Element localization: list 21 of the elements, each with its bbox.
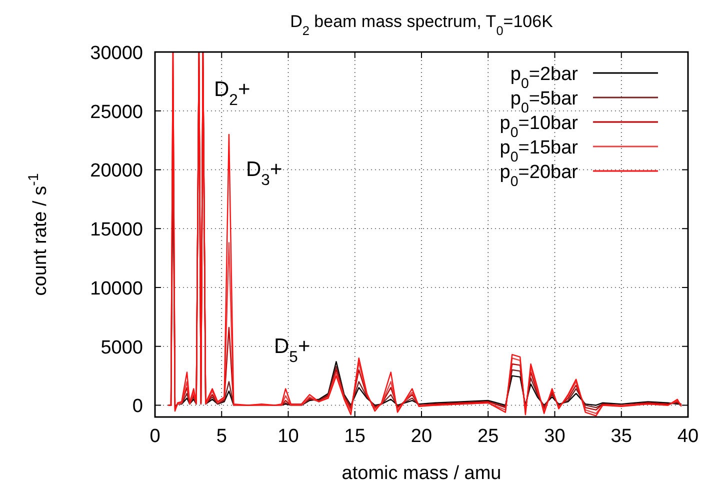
y-tick-label: 20000 <box>90 160 143 182</box>
x-tick-label: 10 <box>278 426 299 447</box>
x-tick-label: 0 <box>150 426 160 447</box>
x-tick-label: 25 <box>478 426 499 447</box>
y-tick-label: 15000 <box>90 220 143 241</box>
x-tick-label: 35 <box>610 426 632 447</box>
annotation: D$_{5}$+ <box>274 335 310 366</box>
y-tick-label: 25000 <box>90 102 143 123</box>
x-tick-label: 20 <box>410 426 432 447</box>
y-tick-label: 0 <box>132 396 143 418</box>
annotation: D$_{2}$+ <box>214 78 250 108</box>
x-tick-label: 5 <box>216 426 227 447</box>
x-tick-label: 30 <box>544 426 566 447</box>
x-axis-title: atomic mass / amu <box>342 463 502 484</box>
chart-title: D$_{2}$ beam mass spectrum, T$_{0}$=106K <box>290 12 554 38</box>
x-tick-label: 15 <box>344 426 366 447</box>
y-tick-label: 30000 <box>90 43 143 64</box>
y-tick-label: 5000 <box>100 337 143 358</box>
annotation: D$_{3}$+ <box>246 158 282 188</box>
x-tick-label: 40 <box>677 426 699 447</box>
y-tick-label: 10000 <box>90 278 143 300</box>
